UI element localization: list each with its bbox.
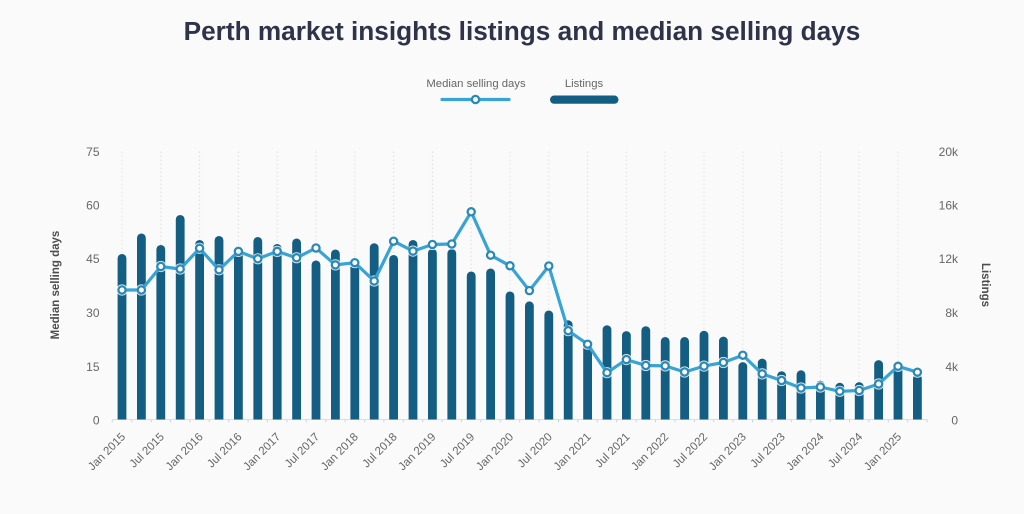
svg-text:0: 0 [951, 414, 958, 428]
svg-text:16k: 16k [939, 199, 959, 213]
svg-text:Listings: Listings [979, 263, 991, 307]
svg-text:Listings: Listings [565, 78, 604, 90]
svg-text:30: 30 [86, 306, 100, 320]
svg-text:20k: 20k [939, 145, 959, 159]
svg-text:Perth market insights listings: Perth market insights listings and media… [184, 16, 861, 46]
svg-text:45: 45 [86, 252, 100, 266]
svg-text:75: 75 [86, 145, 100, 159]
svg-text:0: 0 [93, 414, 100, 428]
svg-text:12k: 12k [939, 252, 959, 266]
svg-text:4k: 4k [945, 360, 959, 374]
svg-text:Median selling days: Median selling days [426, 78, 526, 90]
svg-text:Median selling days: Median selling days [50, 231, 62, 340]
svg-text:15: 15 [86, 360, 100, 374]
svg-text:8k: 8k [945, 306, 959, 320]
svg-text:60: 60 [86, 199, 100, 213]
